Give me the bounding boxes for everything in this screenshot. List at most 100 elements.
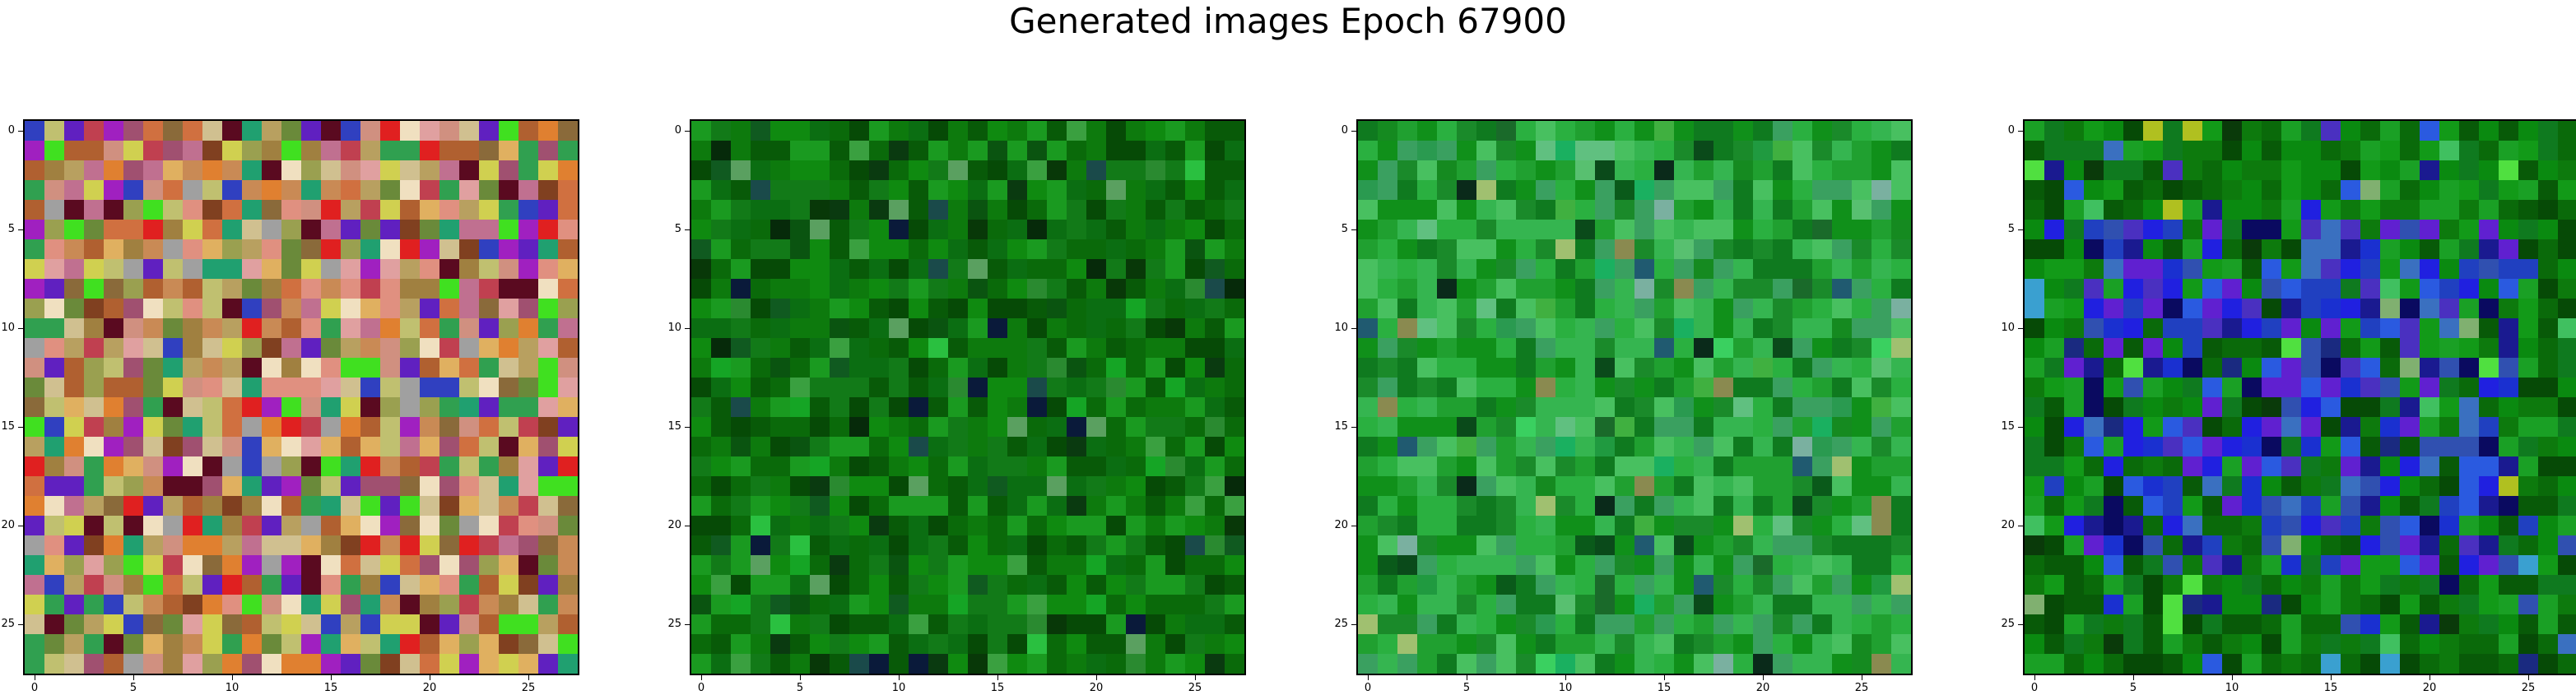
pixel (25, 516, 45, 536)
pixel (222, 358, 243, 378)
pixel (948, 299, 969, 319)
pixel (869, 456, 890, 477)
pixel (1205, 318, 1225, 339)
pixel (1595, 476, 1616, 497)
pixel (1674, 358, 1695, 378)
pixel (1575, 555, 1596, 576)
pixel (731, 180, 751, 201)
pixel (1086, 259, 1107, 280)
pixel (360, 279, 381, 299)
pixel (1457, 180, 1477, 201)
pixel (104, 595, 124, 615)
pixel (1595, 595, 1616, 615)
pixel (1476, 338, 1497, 359)
pixel (909, 476, 929, 497)
pixel (751, 595, 771, 615)
pixel (830, 535, 850, 556)
pixel (751, 496, 771, 517)
pixel (1872, 417, 1892, 438)
pixel (2538, 575, 2559, 595)
pixel (1634, 397, 1655, 418)
pixel (928, 180, 949, 201)
pixel (830, 358, 850, 378)
pixel (64, 575, 85, 595)
pixel (321, 535, 342, 556)
pixel (44, 614, 65, 635)
pixel (1852, 535, 1872, 556)
pixel (2025, 516, 2045, 536)
pixel (2104, 279, 2124, 299)
pixel (360, 338, 381, 359)
pixel (1555, 338, 1576, 359)
pixel (1007, 200, 1028, 220)
pixel (928, 318, 949, 339)
pixel (2281, 516, 2302, 536)
pixel (499, 397, 519, 418)
pixel (988, 614, 1008, 635)
pixel (2538, 299, 2559, 319)
pixel (25, 595, 45, 615)
pixel (2262, 456, 2282, 477)
x-tick-mark (2232, 675, 2233, 680)
pixel (2400, 496, 2420, 517)
pixel (2044, 338, 2065, 359)
pixel (1575, 496, 1596, 517)
pixel (1654, 358, 1675, 378)
pixel (1457, 378, 1477, 398)
pixel (321, 318, 342, 339)
pixel (341, 239, 361, 260)
pixel (1417, 220, 1438, 240)
pixel (321, 496, 342, 517)
pixel (1205, 259, 1225, 280)
pixel (1165, 121, 1186, 141)
pixel (281, 397, 302, 418)
pixel (2420, 614, 2440, 635)
pixel (1872, 595, 1892, 615)
pixel (499, 614, 519, 635)
pixel (1674, 634, 1695, 655)
pixel (1378, 160, 1398, 181)
pixel (1852, 634, 1872, 655)
pixel (1832, 654, 1853, 674)
pixel (2380, 397, 2401, 418)
pixel (84, 397, 105, 418)
pixel (1126, 358, 1146, 378)
pixel (64, 634, 85, 655)
pixel (459, 496, 480, 517)
pixel (869, 614, 890, 635)
pixel (222, 279, 243, 299)
pixel (968, 516, 988, 536)
pixel (281, 476, 302, 497)
pixel (2262, 220, 2282, 240)
pixel (889, 200, 909, 220)
pixel (84, 338, 105, 359)
pixel (1378, 220, 1398, 240)
pixel (1713, 575, 1734, 595)
pixel (2143, 200, 2164, 220)
pixel (1753, 555, 1774, 576)
pixel (968, 318, 988, 339)
pixel (1872, 338, 1892, 359)
pixel (830, 437, 850, 457)
pixel (459, 318, 480, 339)
pixel (849, 318, 870, 339)
pixel (1417, 516, 1438, 536)
pixel (2301, 516, 2322, 536)
pixel (2558, 338, 2576, 359)
pixel (2084, 614, 2104, 635)
pixel (360, 476, 381, 497)
pixel (1812, 160, 1833, 181)
pixel (1106, 180, 1127, 201)
pixel (163, 555, 184, 576)
pixel (1146, 141, 1166, 161)
pixel (2499, 417, 2519, 438)
pixel (439, 456, 460, 477)
pixel (2262, 200, 2282, 220)
pixel (2479, 220, 2499, 240)
pixel (948, 279, 969, 299)
pixel (1713, 516, 1734, 536)
pixel (1832, 279, 1853, 299)
pixel (2143, 141, 2164, 161)
pixel (751, 378, 771, 398)
pixel (1891, 220, 1911, 240)
